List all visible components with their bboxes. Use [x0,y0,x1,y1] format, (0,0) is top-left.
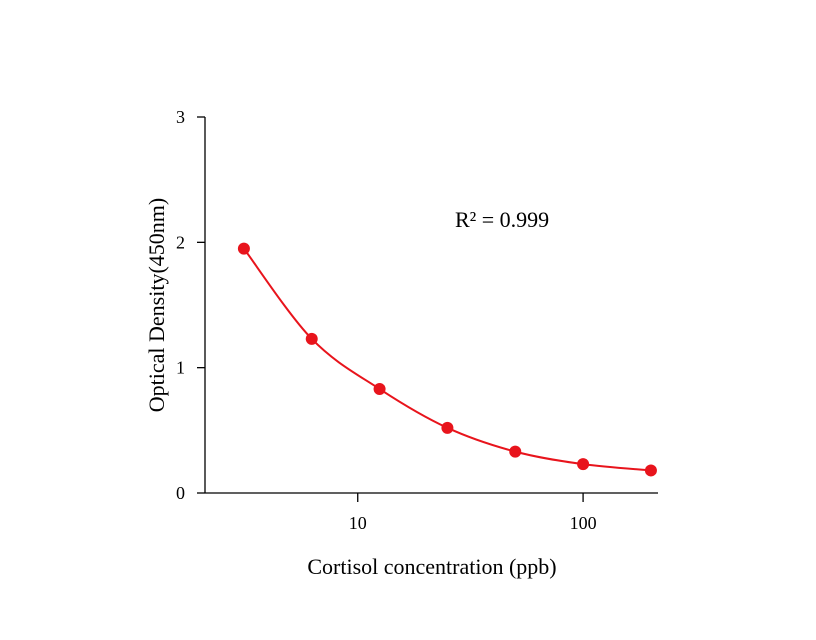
data-point [373,382,386,395]
x-tick-label: 100 [570,513,597,533]
points-layer [237,242,657,477]
fitted-curve-line [243,247,652,472]
r-squared-annotation: R² = 0.999 [455,207,549,232]
data-point [441,421,454,434]
axes [197,116,658,502]
curve-layer [243,247,652,472]
data-point [237,242,250,255]
x-axis-title: Cortisol concentration (ppb) [307,554,556,579]
data-point [577,458,590,471]
y-axis-title: Optical Density(450nm) [144,198,169,412]
tick-labels: 0 1 2 3 10 100 [176,107,597,533]
x-tick-label: 10 [349,513,367,533]
y-tick-label: 3 [176,107,185,127]
data-point [509,445,522,458]
y-tick-label: 0 [176,483,185,503]
data-point [644,464,657,477]
y-tick-label: 2 [176,232,185,252]
y-tick-label: 1 [176,358,185,378]
data-point [305,332,318,345]
